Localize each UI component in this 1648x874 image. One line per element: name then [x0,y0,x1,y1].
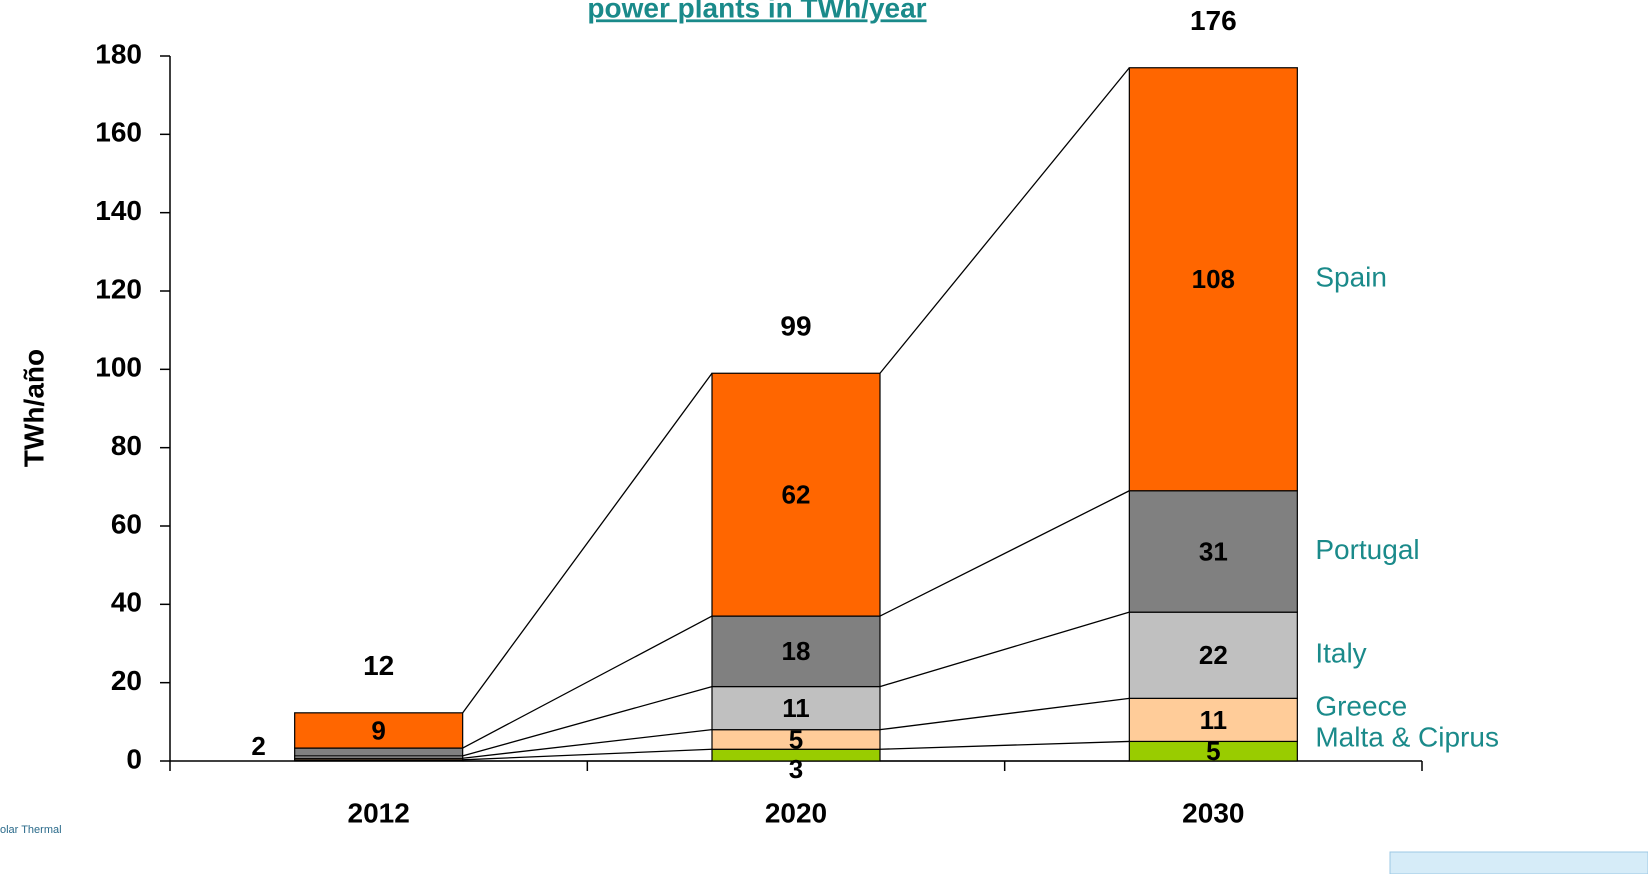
bar-segment [1128,67,1298,492]
data-label: 22 [1199,640,1228,670]
connector [879,611,1130,688]
bar-segment [1128,611,1298,699]
total-label: 99 [780,311,811,342]
y-tick-label: 40 [111,587,142,618]
x-tick-label: 2020 [765,797,827,828]
bar-segment [711,372,881,617]
y-tick-label: 20 [111,665,142,696]
connector [879,67,1130,374]
x-tick-label: 2030 [1182,797,1244,828]
data-label: 11 [1200,705,1228,735]
connector [462,748,713,761]
data-label: 18 [782,636,811,666]
y-tick-label: 60 [111,508,142,539]
connector [879,490,1130,617]
bar-segment [711,615,881,688]
connector [879,697,1130,731]
legend-label: Portugal [1315,534,1419,565]
connector [462,729,713,759]
data-label: 31 [1199,536,1228,566]
y-tick-label: 80 [111,430,142,461]
data-label: 9 [371,715,385,745]
bar-segment [294,747,464,757]
legend-label: Greece [1315,690,1407,721]
total-label: 12 [363,650,394,681]
y-tick-label: 120 [95,273,142,304]
y-tick-label: 180 [95,38,142,69]
data-label: 5 [789,724,803,754]
connector [462,685,713,757]
data-label: 11 [782,693,810,723]
total-label: 176 [1190,5,1237,36]
x-tick-label: 2012 [348,797,410,828]
connector [879,740,1130,750]
y-tick-label: 100 [95,352,142,383]
y-axis-label: TWh/año [18,349,49,467]
legend-label: Malta & Ciprus [1315,722,1499,753]
data-label: 62 [782,480,811,510]
y-tick-label: 0 [126,743,142,774]
corner-box [1389,851,1648,874]
data-label: 2 [251,731,265,761]
y-tick-label: 160 [95,117,142,148]
bar-segment [1128,490,1298,613]
data-label: 5 [1206,736,1220,766]
logo-text: olar Thermal [0,824,62,836]
chart-title: power plants in TWh/year [587,0,926,23]
y-tick-label: 140 [95,195,142,226]
bar-segment [711,685,881,731]
data-label: 3 [789,754,803,784]
data-label: 108 [1192,264,1235,294]
bar-segment [1128,697,1298,743]
legend-label: Spain [1315,262,1387,293]
legend-label: Italy [1315,638,1366,669]
bar-segment [294,712,464,749]
connector [462,615,713,749]
connector [462,372,713,714]
